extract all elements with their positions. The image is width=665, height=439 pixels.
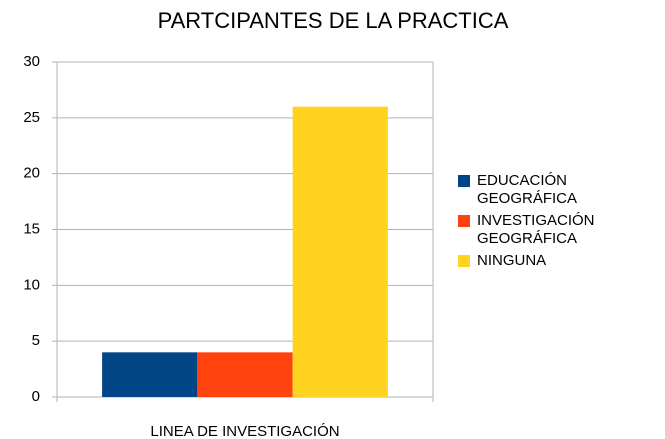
legend-swatch (458, 175, 470, 187)
legend-item: EDUCACIÓN GEOGRÁFICA (456, 172, 664, 208)
y-tick-label: 0 (32, 388, 40, 405)
bar (102, 352, 198, 397)
legend-swatch (458, 255, 470, 267)
chart-title: PARTCIPANTES DE LA PRACTICA (158, 8, 509, 33)
bar (197, 352, 293, 397)
y-tick-label: 5 (32, 332, 40, 349)
y-tick-label: 30 (23, 53, 40, 70)
legend-label: EDUCACIÓN GEOGRÁFICA (477, 172, 578, 207)
legend-label: INVESTIGACIÓN GEOGRÁFICA (477, 212, 595, 247)
x-tick-label: LINEA DE INVESTIGACIÓN (150, 423, 339, 439)
y-tick-label: 25 (23, 109, 40, 126)
y-tick-label: 10 (23, 276, 40, 293)
legend-item: INVESTIGACIÓN GEOGRÁFICA (456, 212, 664, 248)
y-tick-label: 20 (23, 165, 40, 182)
legend-swatch (458, 215, 470, 227)
legend-label: NINGUNA (477, 252, 547, 269)
y-tick-label: 15 (23, 220, 40, 237)
legend-item: NINGUNA (456, 252, 664, 270)
legend: EDUCACIÓN GEOGRÁFICA INVESTIGACIÓN GEOGRÁ… (456, 172, 664, 274)
bar (292, 106, 388, 398)
